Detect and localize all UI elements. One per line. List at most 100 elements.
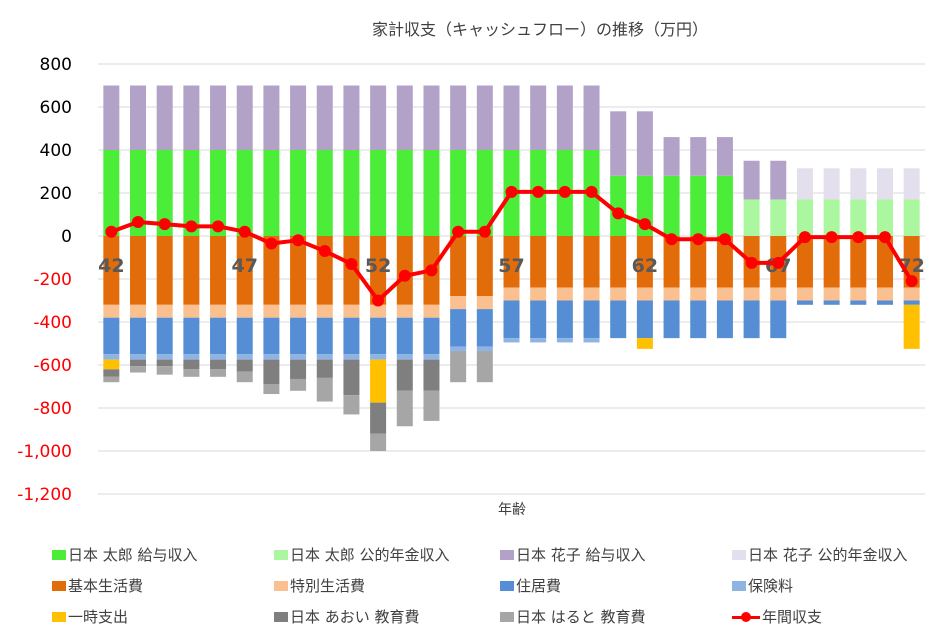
bar-segment	[423, 85, 440, 150]
bar-segment	[716, 137, 733, 176]
legend-label: 保険料	[748, 577, 794, 595]
bar-segment	[770, 199, 787, 236]
bar-segment	[423, 150, 440, 236]
bar-segment	[396, 317, 413, 355]
bar-segment	[370, 402, 387, 434]
bar-segment	[690, 287, 707, 301]
bar-segment	[690, 236, 707, 288]
y-tick-label: 800	[40, 55, 72, 75]
bar-segment	[636, 287, 653, 301]
bar-segment	[103, 369, 120, 377]
bar-segment	[183, 304, 200, 318]
x-tick-label: 57	[498, 255, 524, 277]
bar-segment	[770, 160, 787, 200]
net-cashflow-point	[372, 294, 385, 307]
bar-segment	[263, 354, 280, 360]
bar-segment	[370, 150, 387, 236]
bar-segment	[370, 317, 387, 355]
legend-item: 日本 花子 公的年金収入	[732, 544, 932, 565]
net-cashflow-point	[318, 245, 331, 258]
bar-segment	[210, 354, 227, 360]
legend-item: 日本 太郎 給与収入	[52, 544, 274, 565]
bar-segment	[316, 317, 333, 355]
legend-item: 日本 あおい 教育費	[274, 606, 500, 627]
bar-segment	[583, 236, 600, 288]
legend-swatch	[732, 549, 746, 560]
bar-segment	[343, 317, 360, 355]
bar-segment	[263, 85, 280, 150]
bar-segment	[636, 111, 653, 176]
bar-segment	[423, 390, 440, 421]
bar-segment	[823, 199, 840, 236]
bar-segment	[156, 359, 173, 367]
bar-segment	[503, 85, 520, 150]
legend-swatch	[500, 580, 514, 591]
bar-segment	[850, 199, 867, 236]
legend-swatch	[52, 580, 66, 591]
bar-segment	[876, 236, 893, 288]
bar-segment	[396, 390, 413, 427]
bar-segment	[530, 300, 547, 339]
bar-segment	[316, 377, 333, 402]
legend-item: 基本生活費	[52, 575, 274, 596]
bar-segment	[263, 317, 280, 355]
bar-segment	[156, 317, 173, 355]
bar-segment	[663, 175, 680, 236]
bar-segment	[103, 236, 120, 305]
bar-segment	[343, 150, 360, 236]
bar-segment	[103, 354, 120, 360]
legend-item: 日本 はると 教育費	[500, 606, 732, 627]
bar-segment	[903, 168, 920, 200]
bar-segment	[903, 300, 920, 305]
bar-segment	[343, 395, 360, 415]
y-tick-label: 600	[40, 98, 72, 118]
bar-segment	[503, 338, 520, 343]
bar-segment	[796, 199, 813, 236]
net-cashflow-point	[558, 185, 571, 198]
net-cashflow-point	[292, 234, 305, 247]
bar-segment	[156, 150, 173, 236]
bar-segment	[876, 300, 893, 305]
bar-segment	[423, 304, 440, 318]
bar-segment	[396, 85, 413, 150]
bar-segment	[370, 85, 387, 150]
bar-segment	[530, 236, 547, 288]
bar-segment	[450, 236, 467, 297]
x-tick-label: 52	[365, 255, 391, 277]
legend-label: 年間収支	[762, 608, 823, 626]
net-cashflow-point	[905, 275, 918, 288]
net-cashflow-point	[265, 237, 278, 250]
bar-segment	[263, 236, 280, 305]
bar-segment	[423, 359, 440, 391]
bar-segment	[610, 287, 627, 301]
legend-label: 日本 あおい 教育費	[290, 608, 420, 626]
bar-segment	[290, 236, 307, 305]
bar-segment	[823, 168, 840, 200]
bar-segment	[743, 287, 760, 301]
bar-segment	[796, 168, 813, 200]
y-tick-label: -200	[33, 270, 72, 290]
bar-segment	[770, 287, 787, 301]
bar-segment	[156, 236, 173, 305]
net-cashflow-point	[505, 185, 518, 198]
bar-segment	[876, 199, 893, 236]
bar-segment	[823, 287, 840, 301]
bar-segment	[343, 354, 360, 360]
bar-segment	[236, 236, 253, 305]
net-cashflow-point	[878, 231, 891, 244]
bar-segment	[690, 137, 707, 176]
legend-swatch	[52, 611, 66, 622]
legend-label: 一時支出	[68, 608, 129, 626]
legend-swatch	[732, 580, 746, 591]
bar-segment	[290, 317, 307, 355]
chart-title: 家計収支（キャッシュフロー）の推移（万円）	[371, 20, 708, 39]
bar-segment	[370, 433, 387, 451]
bar-segment	[343, 236, 360, 305]
bar-segment	[236, 317, 253, 355]
bar-segment	[236, 354, 253, 360]
bar-segment	[316, 359, 333, 378]
bar-segment	[610, 236, 627, 288]
bar-segment	[236, 304, 253, 318]
bar-segment	[610, 111, 627, 176]
